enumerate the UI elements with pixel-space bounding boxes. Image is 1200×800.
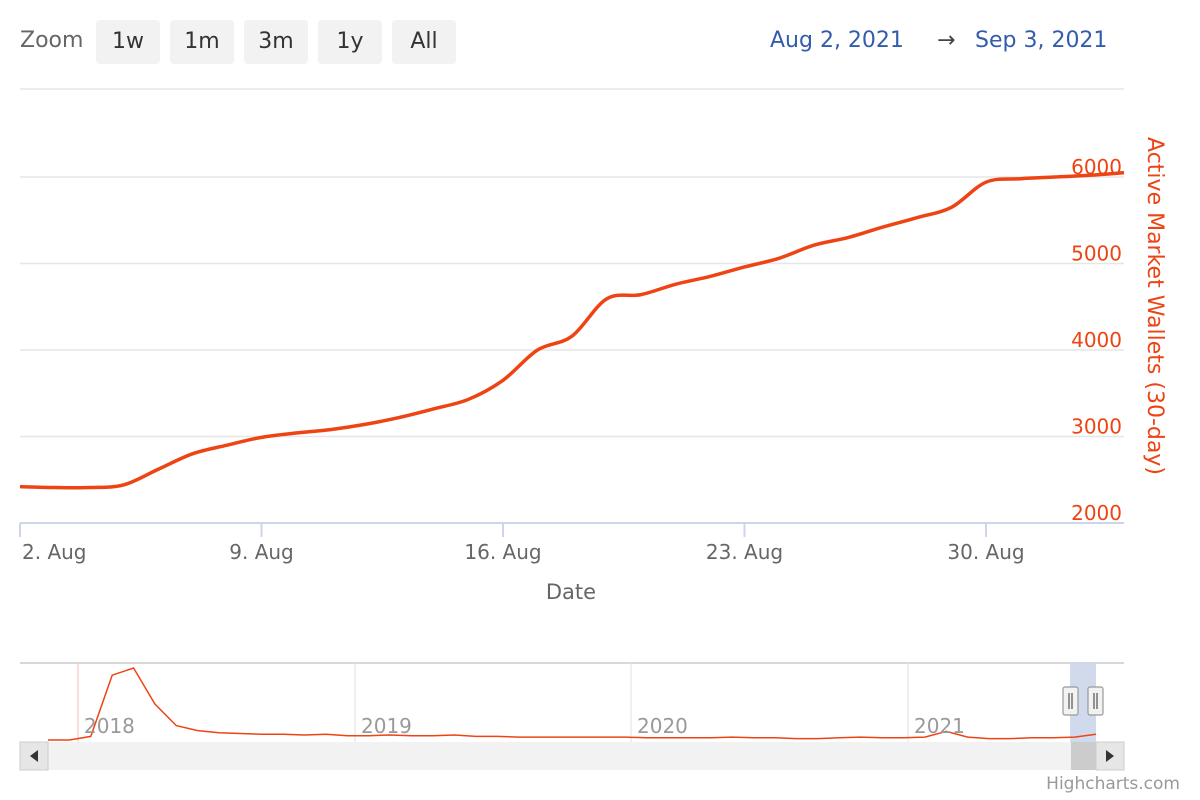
navigator-year-label: 2021 xyxy=(914,714,965,738)
credits-link[interactable]: Highcharts.com xyxy=(1046,774,1180,794)
y-tick-label: 3000 xyxy=(1071,415,1122,439)
y-axis-title: Active Market Wallets (30-day) xyxy=(1142,137,1167,475)
x-tick-label: 30. Aug xyxy=(947,540,1024,564)
x-axis-title: Date xyxy=(546,580,596,604)
x-tick-label: 23. Aug xyxy=(706,540,783,564)
scrollbar-track[interactable] xyxy=(20,742,1124,770)
scroll-left-arrow-icon xyxy=(30,750,38,762)
scroll-right-arrow-icon xyxy=(1106,750,1114,762)
navigator-year-label: 2020 xyxy=(637,714,688,738)
navigator-gridlines xyxy=(77,663,909,742)
zoom-label: Zoom xyxy=(20,28,84,53)
scrollbar-thumb[interactable] xyxy=(1071,742,1096,770)
range-to-date[interactable]: Sep 3, 2021 xyxy=(975,28,1108,53)
x-tick-label: 16. Aug xyxy=(464,540,541,564)
y-tick-label: 2000 xyxy=(1071,501,1122,525)
zoom-all-button[interactable]: All xyxy=(392,20,456,64)
navigator-year-labels: 2018 2019 2020 2021 xyxy=(84,714,965,738)
scrollbar[interactable] xyxy=(19,741,1125,771)
range-from-date[interactable]: Aug 2, 2021 xyxy=(770,28,904,53)
y-gridlines xyxy=(20,176,1124,438)
navigator-right-handle[interactable] xyxy=(1087,686,1104,716)
zoom-1w-button[interactable]: 1w xyxy=(96,20,160,64)
navigator-left-handle[interactable] xyxy=(1062,686,1079,716)
x-tick-label: 9. Aug xyxy=(229,540,294,564)
navigator-year-label: 2019 xyxy=(361,714,412,738)
zoom-1y-button[interactable]: 1y xyxy=(318,20,382,64)
x-axis-ticks: 2. Aug 9. Aug 16. Aug 23. Aug 30. Aug xyxy=(19,523,1025,564)
y-tick-label: 4000 xyxy=(1071,328,1122,352)
x-tick-label: 2. Aug xyxy=(22,540,87,564)
series-line[interactable] xyxy=(19,170,1125,490)
navigator-series-line xyxy=(48,667,1097,741)
y-tick-label: 5000 xyxy=(1071,242,1122,266)
navigator[interactable]: 2018 2019 2020 2021 xyxy=(20,662,1124,742)
range-arrow: → xyxy=(937,28,956,53)
zoom-3m-button[interactable]: 3m xyxy=(244,20,308,64)
navigator-year-label: 2018 xyxy=(84,714,135,738)
zoom-1m-button[interactable]: 1m xyxy=(170,20,234,64)
